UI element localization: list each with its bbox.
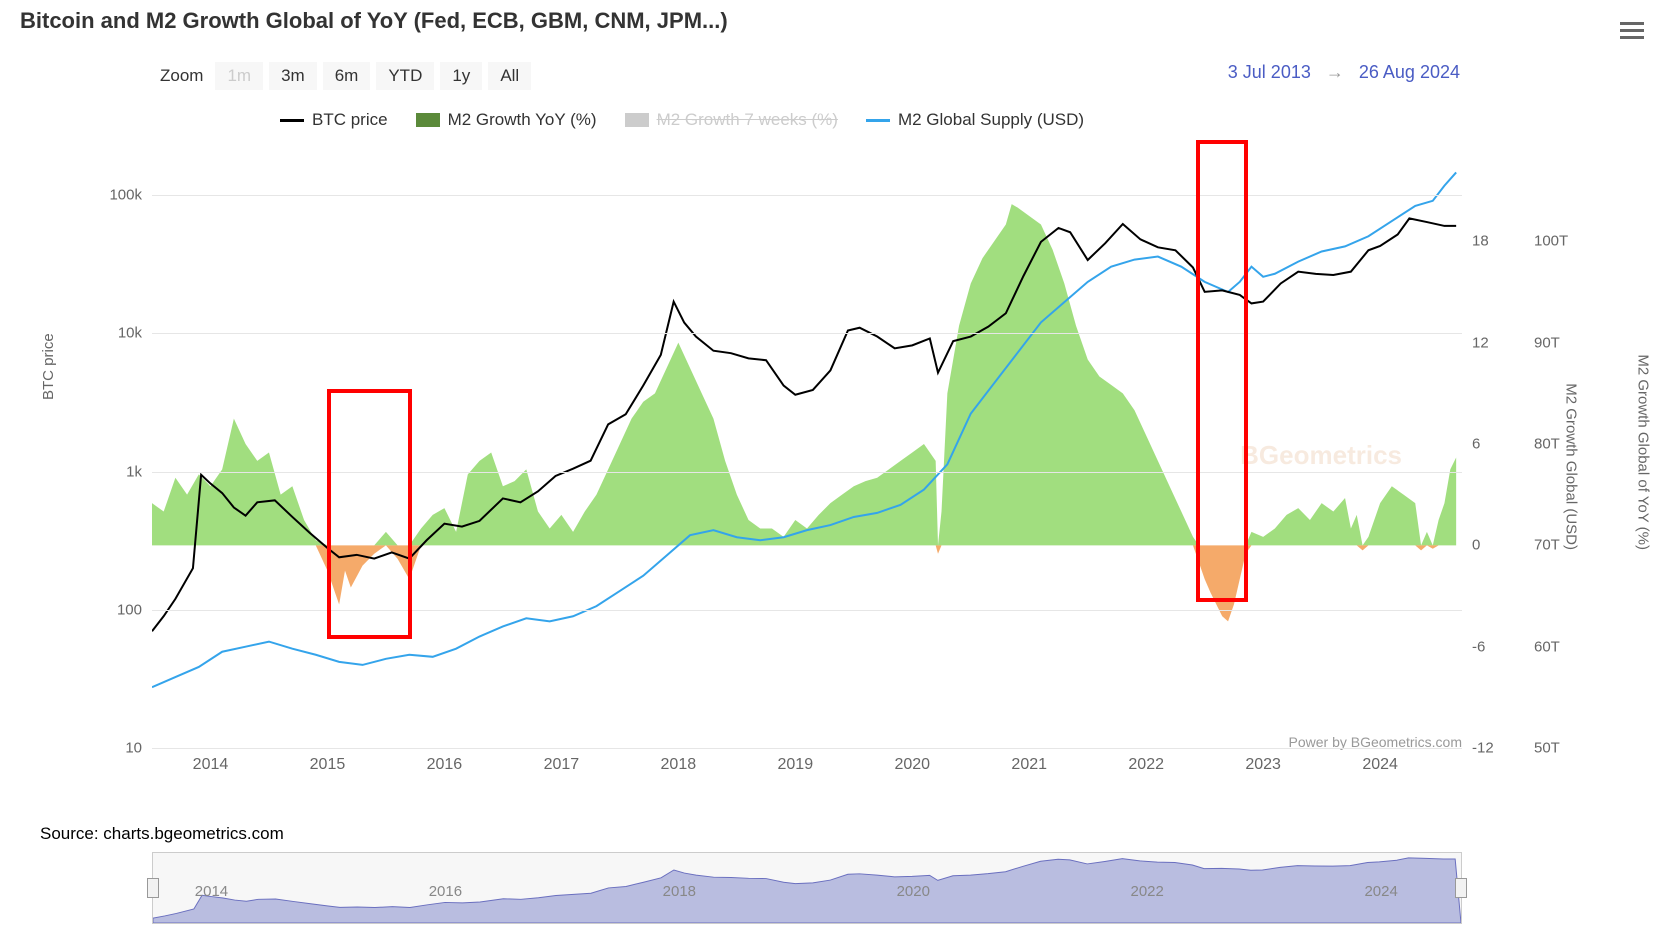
x-tick: 2015 [310,756,346,774]
y-right1-tick: -6 [1472,638,1485,655]
gridline [152,195,1462,196]
zoom-ytd-button[interactable]: YTD [376,62,434,90]
legend-swatch [416,113,440,127]
x-tick: 2016 [427,756,463,774]
legend-swatch [866,119,890,122]
y-right2-axis-label: M2 Growth Global (USD) [1563,383,1580,550]
navigator-tick: 2018 [663,883,696,900]
zoom-label: Zoom [160,66,203,86]
y-right2-tick: 70T [1534,537,1560,554]
source-text: Source: charts.bgeometrics.com [40,824,284,844]
y-left-axis-label: BTC price [40,333,57,400]
x-tick: 2018 [661,756,697,774]
navigator-tick: 2022 [1131,883,1164,900]
x-tick: 2021 [1011,756,1047,774]
y-right2-tick: 100T [1534,233,1568,250]
legend: BTC price M2 Growth YoY (%) M2 Growth 7 we… [280,110,1084,130]
date-from: 3 Jul 2013 [1228,62,1311,82]
navigator-tick: 2016 [429,883,462,900]
y-right1-tick: 18 [1472,233,1489,250]
nav-handle-right[interactable] [1455,878,1467,898]
navigator-tick: 2014 [195,883,228,900]
y-right2-tick: 90T [1534,334,1560,351]
y-right2-tick: 60T [1534,638,1560,655]
y-left-tick: 10k [118,325,142,342]
legend-label: M2 Global Supply (USD) [898,110,1084,130]
chart-title: Bitcoin and M2 Growth Global of YoY (Fed… [20,0,1660,42]
navigator[interactable]: 2014 2016 2018 2020 2022 2024 [152,852,1462,924]
highlight-box [1196,140,1247,602]
x-tick: 2019 [778,756,814,774]
zoom-6m-button[interactable]: 6m [323,62,371,90]
date-range[interactable]: 3 Jul 2013 → 26 Aug 2024 [1228,62,1460,83]
legend-item[interactable]: M2 Growth 7 weeks (%) [625,110,838,130]
watermark-logo: BGeometrics [1240,440,1402,471]
legend-label: BTC price [312,110,388,130]
chart-container: Bitcoin and M2 Growth Global of YoY (Fed… [20,0,1660,940]
y-right1-tick: 12 [1472,334,1489,351]
y-left-tick: 10 [125,740,142,757]
legend-swatch [280,119,304,122]
legend-item[interactable]: BTC price [280,110,388,130]
y-left-tick: 100 [117,601,142,618]
y-right1-tick: 6 [1472,436,1480,453]
y-right1-axis-label: M2 Growth Global of YoY (%) [1635,354,1652,550]
legend-label: M2 Growth 7 weeks (%) [657,110,838,130]
highlight-box [327,389,411,638]
y-left-tick: 100k [109,187,142,204]
zoom-1m-button[interactable]: 1m [215,62,263,90]
legend-swatch [625,113,649,127]
date-arrow: → [1326,62,1344,82]
gridline [152,748,1462,749]
x-tick: 2024 [1362,756,1398,774]
y-right1-tick: 0 [1472,537,1480,554]
navigator-svg [153,853,1461,923]
x-tick: 2020 [894,756,930,774]
x-tick: 2017 [544,756,580,774]
navigator-tick: 2020 [897,883,930,900]
zoom-3m-button[interactable]: 3m [269,62,317,90]
zoom-all-button[interactable]: All [488,62,531,90]
x-tick: 2023 [1245,756,1281,774]
y-right1-tick: -12 [1472,740,1494,757]
legend-label: M2 Growth YoY (%) [448,110,597,130]
navigator-tick: 2024 [1364,883,1397,900]
zoom-1y-button[interactable]: 1y [440,62,482,90]
x-tick: 2022 [1128,756,1164,774]
gridline [152,333,1462,334]
navigator-area [153,858,1461,923]
y-right2-tick: 80T [1534,436,1560,453]
zoom-toolbar: Zoom 1m3m6mYTD1yAll [160,62,531,90]
legend-item[interactable]: M2 Growth YoY (%) [416,110,597,130]
plot-area[interactable]: BGeometrics Power by BGeometrics.com 101… [152,140,1462,748]
date-to: 26 Aug 2024 [1359,62,1460,82]
menu-icon[interactable] [1620,18,1650,42]
x-tick: 2014 [193,756,229,774]
y-right2-tick: 50T [1534,740,1560,757]
nav-handle-left[interactable] [147,878,159,898]
legend-item[interactable]: M2 Global Supply (USD) [866,110,1084,130]
y-left-tick: 1k [126,463,142,480]
